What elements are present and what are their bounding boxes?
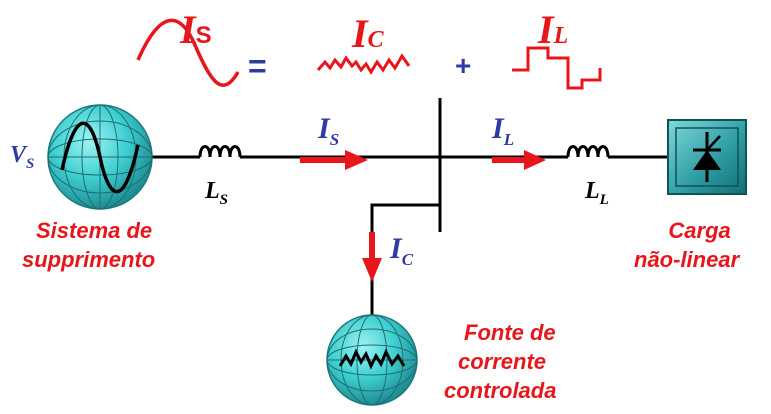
inductor-icon (568, 147, 608, 158)
caption-line: não-linear (634, 245, 739, 274)
supply-system-caption: Sistema de supprimento (36, 216, 155, 274)
controlled-source-caption: Fonte de corrente controlada (448, 318, 556, 405)
caption-line: Fonte de (464, 318, 556, 347)
plus-sign: + (455, 50, 471, 82)
equals-sign: = (248, 48, 267, 85)
vs-label: VS (10, 142, 34, 173)
arrow-il-label: IL (492, 112, 514, 150)
thyristor-icon (668, 120, 746, 194)
equation-is-label: IS (180, 6, 212, 53)
caption-line: controlada (444, 376, 556, 405)
ls-label: LS (205, 178, 228, 209)
arrow-icon (362, 232, 382, 282)
caption-line: supprimento (22, 245, 155, 274)
arrow-icon (300, 150, 368, 170)
equation-ic-label: IC (352, 10, 384, 57)
inductor-icon (200, 147, 240, 158)
caption-line: Carga (660, 216, 739, 245)
distorted-wave-icon (318, 56, 409, 72)
nonlinear-load-caption: Carga não-linear (648, 216, 739, 274)
caption-line: corrente (458, 347, 556, 376)
equation-il-label: IL (538, 6, 568, 53)
arrow-ic-label: IC (390, 232, 413, 270)
arrow-icon (492, 150, 546, 170)
square-wave-icon (512, 48, 600, 88)
arrow-is-label: IS (318, 112, 339, 150)
caption-line: Sistema de (36, 216, 155, 245)
ll-label: LL (585, 178, 609, 209)
globe-source-icon (327, 315, 417, 405)
globe-source-icon (48, 105, 152, 209)
